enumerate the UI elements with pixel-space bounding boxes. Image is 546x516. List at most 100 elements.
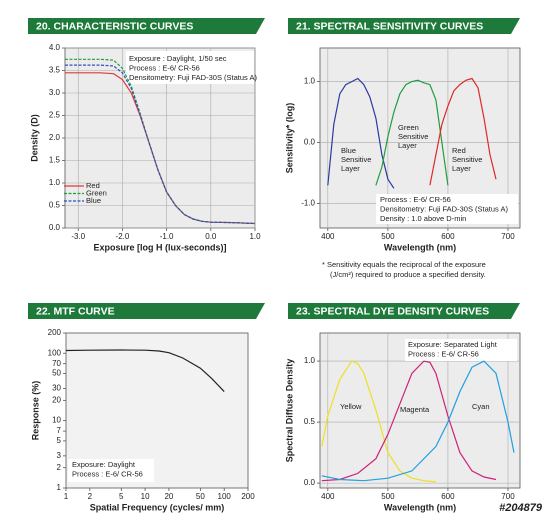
y-axis-label: Density (D) [29,114,39,162]
header-tab [288,18,520,34]
y-tick-label: -1.0 [301,199,315,208]
footnote: * Sensitivity equals the reciprocal of t… [322,260,486,269]
x-tick-label: 0.0 [205,232,217,241]
y-tick-label: 3.5 [49,66,61,75]
legend-label: Red [86,181,100,190]
curve [321,360,515,482]
header-tab [28,18,265,34]
curve-label: Layer [398,141,417,150]
y-tick-label: 1.0 [49,178,61,187]
annotation: Process : E-6/ CR-56 [380,195,451,204]
chart-title: 20. CHARACTERISTIC CURVES [36,20,193,32]
y-tick-label: 4.0 [49,43,61,52]
curve-label: Yellow [340,402,362,411]
annotation: Densitometry: Fuji FAD-30S (Status A) [380,204,508,213]
curve-label: Sensitive [452,155,482,164]
y-tick-label: 200 [48,328,62,337]
curve [321,360,436,483]
x-tick-label: 400 [321,492,335,501]
y-tick-label: 100 [48,348,62,357]
curve-label: Cyan [472,402,490,411]
y-tick-label: 70 [52,359,61,368]
annotation: Exposure: Separated Light [408,340,498,349]
x-axis-label: Wavelength (nm) [384,502,456,512]
y-tick-label: 2.0 [49,133,61,142]
header-tab [28,303,265,319]
y-tick-label: 0.0 [49,223,61,232]
y-tick-label: 1.5 [49,156,61,165]
x-tick-label: 50 [196,492,205,501]
y-tick-label: 0.5 [49,201,61,210]
curve [65,64,256,225]
y-tick-label: 7 [57,426,62,435]
x-axis-label: Exposure [log H (lux-seconds)] [93,242,226,252]
curve [321,360,497,482]
x-tick-label: 5 [119,492,124,501]
y-axis-label: Sensitivity* (log) [284,103,294,174]
footnote: (J/cm²) required to produce a specified … [330,270,486,279]
annotation: Process : E-6/ CR-56 [129,63,200,72]
x-tick-label: 700 [501,492,515,501]
x-tick-label: 200 [241,492,255,501]
y-tick-label: 1.0 [304,77,316,86]
curve-label: Layer [341,164,360,173]
x-tick-label: 600 [441,492,455,501]
curve-label: Green [398,123,419,132]
y-tick-label: 1 [57,483,62,492]
y-tick-label: 0.5 [304,417,316,426]
annotation-box [68,459,154,482]
curve-label: Magenta [400,405,430,414]
chart-title: 21. SPECTRAL SENSITIVITY CURVES [296,20,483,32]
x-tick-label: 20 [164,492,173,501]
curve-label: Sensitive [341,155,371,164]
y-tick-label: 0.0 [304,478,316,487]
x-tick-label: 10 [141,492,150,501]
x-tick-label: 500 [381,232,395,241]
y-axis-label: Spectral Diffuse Density [284,359,294,463]
y-tick-label: 5 [57,436,62,445]
curve [429,77,497,186]
y-tick-label: 3 [57,451,62,460]
x-tick-label: 1.0 [249,232,261,241]
curve [375,79,449,186]
curve-label: Red [452,146,466,155]
y-tick-label: 2.5 [49,111,61,120]
x-tick-label: 500 [381,492,395,501]
x-tick-label: 700 [501,232,515,241]
annotation: Exposure : Daylight, 1/50 sec [129,54,227,63]
annotation: Densitometry: Fuji FAD-30S (Status A) [129,73,257,82]
annotation-box [376,194,518,224]
x-tick-label: 100 [218,492,232,501]
annotation: Process : E-6/ CR-56 [72,469,143,478]
y-tick-label: 50 [52,369,61,378]
x-tick-label: -2.0 [116,232,130,241]
y-tick-label: 20 [52,395,61,404]
curve-label: Layer [452,164,471,173]
y-tick-label: 0.0 [304,138,316,147]
x-tick-label: 1 [64,492,69,501]
y-tick-label: 1.0 [304,356,316,365]
curve-label: Blue [341,146,356,155]
annotation: Exposure: Daylight [72,460,136,469]
x-tick-label: 600 [441,232,455,241]
header-tab [288,303,520,319]
y-tick-label: 10 [52,416,61,425]
x-axis-label: Spatial Frequency (cycles/ mm) [90,502,225,512]
annotation-box [126,51,254,84]
x-tick-label: -3.0 [71,232,85,241]
code: #204879 [499,502,543,514]
legend-label: Green [86,188,107,197]
y-tick-label: 30 [52,384,61,393]
y-axis-label: Response (%) [30,381,40,441]
curve-label: Sensitive [398,132,428,141]
chart-title: 23. SPECTRAL DYE DENSITY CURVES [296,305,489,317]
chart-title: 22. MTF CURVE [36,305,115,317]
y-tick-label: 2 [57,463,62,472]
x-axis-label: Wavelength (nm) [384,242,456,252]
y-tick-label: 3.0 [49,88,61,97]
curve [65,349,225,393]
annotation: Density : 1.0 above D-min [380,214,466,223]
annotation: Process : E-6/ CR-56 [408,349,479,358]
x-tick-label: 2 [88,492,93,501]
